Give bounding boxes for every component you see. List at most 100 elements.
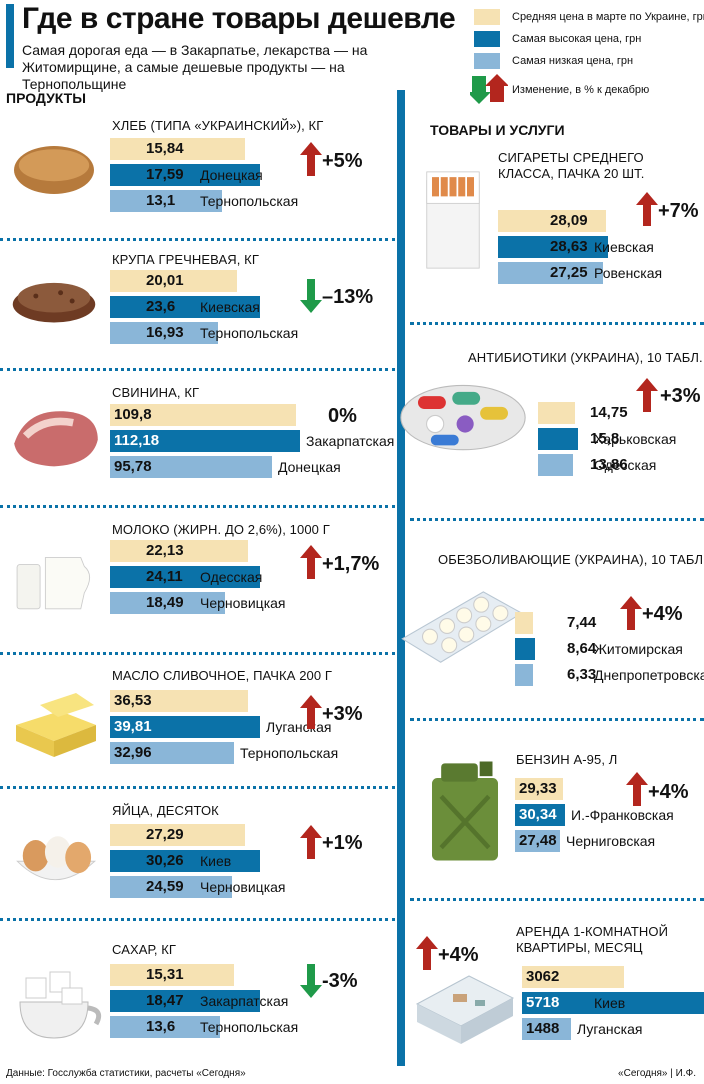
bar-min [522,1018,571,1040]
dotted-separator [0,652,395,655]
value-max: 30,34 [519,806,557,823]
bar-min [110,1016,220,1038]
value-avg: 28,09 [550,212,588,229]
bar-avg [110,270,237,292]
pills-icon [400,384,526,451]
page-subtitle: Самая дорогая еда — в Закарпатье, лекарс… [22,42,368,92]
value-avg: 109,8 [114,406,152,423]
bar-min [538,454,573,476]
arrow-up-icon [300,695,322,729]
region-max: Одесская [200,569,263,585]
bar-min [515,664,533,686]
column-divider [397,90,405,1066]
bar-avg [515,612,533,634]
legend: Средняя цена в марте по Украине, грн Сам… [470,6,704,108]
arrow-up-icon [416,936,438,970]
value-avg: 20,01 [146,272,184,289]
region-max: Киевская [200,299,260,315]
footer-source: Данные: Госслужба статистики, расчеты «С… [6,1068,246,1079]
arrow-up-icon [636,378,658,412]
change-value: +1% [322,832,363,854]
item-title: МАСЛО СЛИВОЧНОЕ, ПАЧКА 200 Г [112,668,333,683]
change-value: +4% [648,781,689,803]
value-max: 24,11 [146,568,183,585]
bread-icon [14,146,94,194]
buckwheat-icon [12,282,96,323]
arrow-down-icon [300,964,322,998]
change-value: +5% [322,150,363,172]
dotted-separator [0,368,395,371]
value-max: 15,8 [590,430,620,447]
change-value: 0% [328,405,357,427]
item-title: СВИНИНА, КГ [112,385,200,400]
legend-label-max: Самая высокая цена, грн [512,33,642,45]
milk-icon [16,557,91,610]
bar-avg [538,402,575,424]
arrow-down-icon [300,279,322,313]
region-min: Луганская [577,1021,643,1037]
bar-max [110,164,260,186]
bar-max [110,990,260,1012]
value-avg: 15,84 [146,140,184,157]
dotted-separator [410,322,704,325]
dotted-separator [0,238,395,241]
bar-min [498,262,603,284]
region-min: Черновицкая [200,879,286,895]
value-max: 8,64 [567,640,597,657]
bar-min [110,876,232,898]
item-title: ОБЕЗБОЛИВАЮЩИЕ (УКРАИНА), 10 ТАБЛ. [438,552,704,567]
arrow-up-icon [620,596,642,630]
bar-max [538,428,578,450]
region-min: Одесская [594,457,657,473]
value-avg: 22,13 [146,542,184,559]
value-max: 112,18 [114,432,160,449]
legend-label-min: Самая низкая цена, грн [512,55,634,67]
change-value: +3% [660,385,701,407]
region-max: Киевская [594,239,654,255]
item-title: ЯЙЦА, ДЕСЯТОК [112,803,219,818]
legend-item-change: Изменение, в % к декабрю [470,72,700,108]
region-min: Черниговская [566,833,656,849]
region-min: Ровенская [594,265,663,281]
section-title-food: ПРОДУКТЫ [6,90,86,106]
value-avg: 14,75 [590,404,628,421]
bar-avg [498,210,606,232]
region-min: Днепропетровская [594,667,704,683]
legend-swatch-max [474,31,500,47]
value-min: 24,59 [146,878,184,895]
region-min: Тернопольская [200,1019,299,1035]
bar-max [110,716,260,738]
region-min: Черновицкая [200,595,286,611]
sugar-icon [19,971,102,1039]
value-max: 28,63 [550,238,588,255]
arrow-up-icon [300,825,322,859]
value-max: 5718 [526,994,560,1011]
region-max: Харьковская [594,431,677,447]
value-avg: 7,44 [567,614,597,631]
page-title: Где в стране товары дешевле [22,2,456,35]
value-max: 17,59 [146,166,184,183]
bar-min [110,322,218,344]
bar-max [515,638,535,660]
item-title: СИГАРЕТЫ СРЕДНЕГО КЛАССА, ПАЧКА 20 ШТ. [498,150,645,181]
value-min: 13,6 [146,1018,176,1035]
value-max: 39,81 [114,718,152,735]
bar-min [110,190,222,212]
region-min: Донецкая [278,459,341,475]
up-down-arrows-icon [470,74,508,104]
cigarettes-icon [426,171,480,269]
dotted-separator [410,718,704,721]
legend-item-max: Самая высокая цена, грн [470,28,700,50]
eggs-icon [16,836,96,881]
value-max: 18,47 [146,992,184,1009]
legend-label-avg: Средняя цена в марте по Украине, грн [512,11,704,23]
footer-credit: «Сегодня» | И.Ф. [618,1068,696,1079]
legend-label-change: Изменение, в % к декабрю [512,84,650,96]
item-title: АНТИБИОТИКИ (УКРАИНА), 10 ТАБЛ. [468,350,703,365]
change-value: -3% [322,970,358,992]
section-title-goods: ТОВАРЫ И УСЛУГИ [430,122,565,138]
value-min: 27,48 [519,832,557,849]
item-title: КРУПА ГРЕЧНЕВАЯ, КГ [112,252,259,267]
legend-item-avg: Средняя цена в марте по Украине, грн [470,6,704,28]
arrow-up-icon [626,772,648,806]
